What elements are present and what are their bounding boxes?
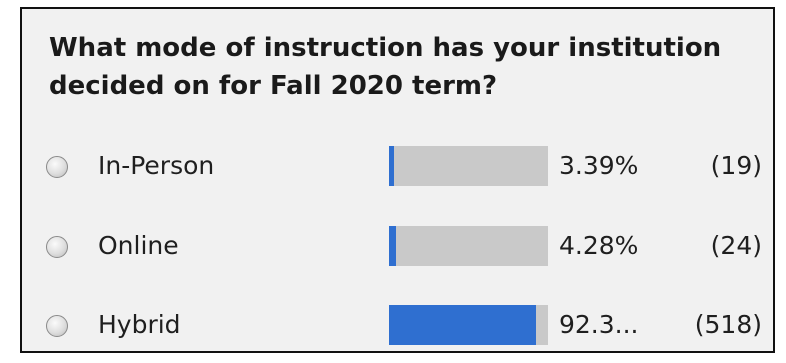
option-vote-count: (24): [710, 231, 762, 260]
radio-button[interactable]: [46, 156, 68, 178]
option-label: Hybrid: [98, 310, 181, 339]
result-bar-fill: [389, 305, 536, 345]
option-percent: 3.39%: [559, 151, 639, 180]
radio-button[interactable]: [46, 315, 68, 337]
option-percent: 4.28%: [559, 231, 639, 260]
result-bar: [389, 226, 548, 266]
result-bar-fill: [389, 226, 396, 266]
poll-option-hybrid[interactable]: Hybrid 92.3... (518): [22, 301, 773, 351]
result-bar: [389, 305, 548, 345]
poll-question: What mode of instruction has your instit…: [49, 33, 722, 101]
radio-button[interactable]: [46, 236, 68, 258]
poll-option-online[interactable]: Online 4.28% (24): [22, 222, 773, 272]
option-label: Online: [98, 231, 179, 260]
option-percent: 92.3...: [559, 310, 639, 339]
option-vote-count: (518): [694, 310, 762, 339]
option-label: In-Person: [98, 151, 215, 180]
result-bar: [389, 146, 548, 186]
option-vote-count: (19): [710, 151, 762, 180]
poll-panel: What mode of instruction has your instit…: [20, 7, 775, 353]
poll-option-in-person[interactable]: In-Person 3.39% (19): [22, 142, 773, 192]
result-bar-fill: [389, 146, 395, 186]
